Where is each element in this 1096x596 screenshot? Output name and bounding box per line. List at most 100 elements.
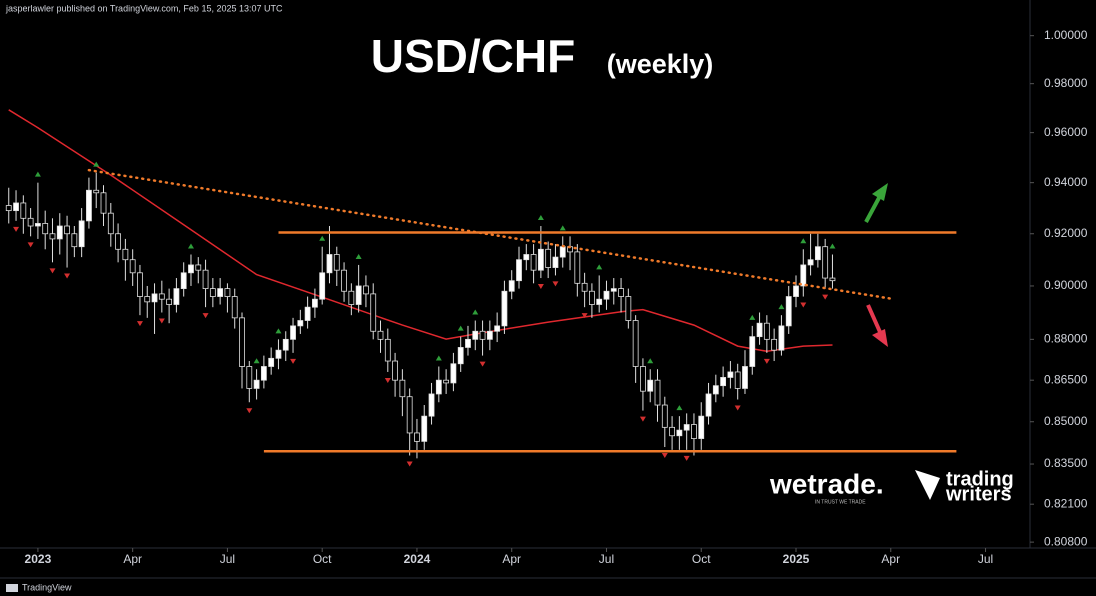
candle-body	[705, 393, 712, 417]
candle-body	[435, 379, 442, 395]
arrow-down	[866, 304, 888, 347]
y-tick-label: 1.00000	[1044, 28, 1088, 42]
candle-body	[625, 296, 632, 321]
candle-body	[27, 217, 34, 227]
candle-body	[188, 264, 194, 274]
y-tick-label: 0.98000	[1044, 76, 1088, 90]
candle-body	[49, 233, 56, 240]
candle-body	[450, 363, 457, 384]
candle-body	[603, 290, 610, 300]
pivot-high	[676, 405, 683, 411]
pivot-high	[253, 358, 260, 364]
candle-body	[348, 290, 355, 305]
pivot-low	[406, 461, 413, 467]
candle-body	[428, 393, 435, 417]
candle-body	[589, 290, 595, 305]
candle-body	[691, 424, 697, 439]
pivot-high	[34, 171, 41, 177]
candle-body	[698, 415, 705, 439]
candle-body	[465, 338, 471, 348]
candle-body	[370, 293, 377, 332]
candle-body	[64, 225, 70, 235]
pivot-low	[158, 318, 165, 324]
candle-body	[727, 371, 734, 378]
pivot-low	[661, 453, 668, 459]
wetrade-tagline: IN TRUST WE TRADE	[815, 499, 866, 505]
candle-body	[341, 269, 347, 292]
candle-body	[268, 357, 275, 367]
pivot-high	[647, 358, 654, 364]
pivot-low	[136, 321, 143, 327]
byline: jasperlawler published on TradingView.co…	[5, 3, 283, 13]
candle-body	[683, 424, 690, 431]
candle-body	[414, 432, 420, 442]
pivot-low	[27, 242, 34, 248]
candle-body	[676, 429, 683, 437]
candle-body	[5, 205, 12, 212]
pivot-high	[749, 314, 756, 320]
pivot-low	[800, 302, 807, 308]
pivot-low	[537, 284, 544, 290]
candle-body	[756, 322, 763, 338]
pivot-high	[537, 215, 544, 221]
x-tick-label: Apr	[502, 552, 521, 566]
candle-body	[115, 233, 121, 250]
candle-body	[392, 360, 398, 381]
candle-body	[574, 251, 581, 284]
candle-body	[173, 288, 180, 305]
candle-body	[377, 330, 384, 340]
candle-body	[763, 322, 770, 340]
x-tick-label: 2025	[783, 552, 810, 566]
candle-body	[326, 254, 333, 274]
y-tick-label: 0.92000	[1044, 226, 1088, 240]
pivot-low	[479, 361, 486, 367]
candle-body	[661, 404, 668, 428]
candle-body	[793, 285, 799, 297]
candle-body	[166, 298, 173, 305]
candle-body	[71, 233, 78, 248]
candle-body	[545, 248, 552, 268]
y-tick-label: 0.85000	[1044, 414, 1088, 428]
y-tick-label: 0.96000	[1044, 125, 1088, 139]
x-tick-label: 2023	[25, 552, 52, 566]
chart-subtitle: (weekly)	[607, 49, 714, 79]
candle-body	[384, 338, 391, 362]
candle-body	[297, 320, 304, 327]
candle-body	[771, 338, 778, 351]
candle-body	[523, 254, 530, 261]
pivot-high	[319, 235, 326, 241]
candle-body	[355, 285, 362, 305]
pivot-high	[275, 328, 282, 334]
pivot-high	[778, 304, 785, 310]
candle-body	[421, 415, 428, 442]
candle-body	[443, 379, 450, 384]
trading-writers-logo: trading	[946, 468, 1014, 490]
candle-body	[78, 220, 85, 248]
candle-body	[180, 272, 187, 290]
plot-area	[5, 109, 957, 467]
pivot-high	[472, 309, 479, 315]
candle-body	[457, 347, 464, 365]
candle-body	[486, 330, 493, 340]
trading-writers-logo: writers	[945, 483, 1012, 505]
pivot-high	[596, 264, 603, 270]
candle-body	[530, 254, 537, 271]
pivot-low	[639, 416, 646, 422]
pivot-low	[64, 273, 71, 279]
candle-body	[734, 371, 741, 389]
candle-body	[129, 259, 136, 274]
x-tick-label: Apr	[123, 552, 142, 566]
candle-body	[107, 212, 114, 235]
candle-body	[712, 385, 719, 395]
candle-body	[56, 225, 63, 240]
candle-body	[494, 325, 501, 332]
pivot-low	[763, 358, 770, 364]
footer-icon	[6, 584, 18, 592]
pivot-low	[290, 358, 297, 364]
x-tick-label: Oct	[692, 552, 711, 566]
candle-body	[195, 264, 202, 271]
candle-body	[406, 396, 413, 434]
candle-body	[231, 296, 238, 319]
candle-body	[20, 202, 27, 219]
candle-body	[829, 277, 836, 282]
